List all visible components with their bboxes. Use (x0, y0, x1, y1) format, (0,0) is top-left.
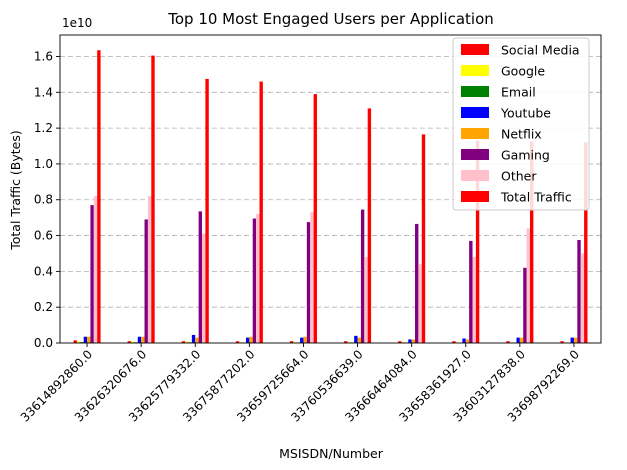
bar-google (185, 341, 189, 343)
bar-gaming (144, 219, 148, 343)
legend-box (452, 37, 590, 211)
y-tick-label: 1.0 (34, 157, 53, 171)
y-tick-label: 0.2 (34, 300, 53, 314)
bar-netflix (87, 336, 91, 343)
bar-youtube (408, 339, 412, 343)
bar-social-media (452, 341, 456, 343)
bar-netflix (411, 339, 416, 343)
bar-gaming (252, 218, 257, 343)
bar-gaming (306, 222, 311, 343)
legend-swatch (461, 128, 489, 139)
y-tick-label: 1.6 (34, 49, 53, 63)
bar-youtube (300, 337, 304, 343)
legend-label: Email (501, 85, 536, 100)
legend-label: Gaming (501, 148, 550, 163)
bar-total-traffic (367, 108, 372, 343)
bar-netflix (357, 337, 361, 343)
legend-swatch (461, 191, 489, 202)
bar-other (310, 212, 314, 343)
bar-total-traffic (421, 134, 426, 343)
bar-total-traffic (151, 55, 155, 344)
legend-swatch (461, 86, 489, 97)
bar-gaming (523, 267, 527, 343)
legend-swatch (461, 65, 489, 76)
legend-label: Netflix (501, 127, 542, 142)
bar-other (93, 196, 98, 343)
bar-gaming (198, 211, 203, 343)
bar-social-media (506, 341, 510, 343)
chart-title: Top 10 Most Engaged Users per Applicatio… (167, 10, 494, 28)
bar-netflix (465, 339, 470, 343)
bar-netflix (519, 337, 524, 343)
legend-label: Youtube (500, 106, 551, 121)
bar-total-traffic (259, 81, 263, 343)
x-axis-label: MSISDN/Number (279, 446, 384, 461)
legend-swatch (461, 170, 489, 181)
bar-social-media (344, 341, 348, 343)
bar-other (364, 257, 368, 343)
bar-netflix (141, 336, 145, 343)
legend-label: Other (501, 169, 537, 184)
plot-frame (59, 34, 602, 344)
bar-social-media (73, 340, 77, 343)
bar-total-traffic (205, 78, 209, 343)
bar-total-traffic (529, 141, 534, 343)
bar-other (472, 257, 476, 343)
y-tick-label: 0.4 (34, 264, 53, 278)
bar-youtube (191, 334, 196, 343)
bar-google (76, 341, 81, 343)
bar-netflix (303, 336, 307, 343)
bar-youtube (570, 337, 574, 343)
y-tick-label: 0.0 (34, 336, 53, 350)
bar-social-media (560, 341, 564, 343)
legend-label: Total Traffic (500, 190, 572, 205)
legend-items: Social Media Google Email Youtube Netflix Gam… (461, 43, 580, 205)
bar-social-media (127, 341, 132, 343)
bar-other (580, 253, 585, 343)
bar-other (418, 264, 422, 343)
legend-swatch (461, 44, 489, 55)
bar-youtube (354, 335, 358, 343)
y-tick-label: 1.2 (34, 121, 53, 135)
bar-other (202, 233, 206, 343)
y-tick-label: 1.4 (34, 85, 53, 99)
bar-youtube (83, 336, 88, 343)
bar-gaming (469, 240, 473, 343)
legend-label: Social Media (501, 43, 580, 58)
y-axis-offset-label: 1e10 (62, 16, 92, 30)
bars-group (73, 50, 588, 344)
bar-google (131, 341, 135, 343)
bar-social-media (235, 341, 240, 343)
bar-youtube (245, 337, 250, 343)
bar-total-traffic (313, 94, 317, 344)
bar-netflix (573, 337, 578, 343)
bar-youtube (462, 338, 466, 343)
bar-other (147, 196, 152, 343)
bar-total-traffic (475, 140, 480, 343)
bar-other (256, 214, 260, 343)
bar-gaming (360, 209, 365, 343)
bar-youtube (137, 336, 142, 343)
y-tick-label: 0.6 (34, 229, 53, 243)
bar-total-traffic (584, 142, 588, 343)
bar-other (526, 228, 530, 343)
bar-social-media (289, 341, 294, 343)
bar-gaming (415, 223, 419, 343)
legend-label: Google (501, 64, 545, 79)
bar-total-traffic (97, 50, 101, 343)
bar-social-media (181, 341, 186, 343)
bar-netflix (249, 336, 253, 343)
legend: Social Media Google Email Youtube Netflix Gam… (452, 37, 590, 211)
y-axis-label: Total Traffic (Bytes) (8, 130, 23, 251)
bar-youtube (516, 337, 520, 343)
legend-swatch (461, 107, 489, 118)
bar-gaming (577, 240, 581, 343)
bar-gaming (90, 205, 94, 343)
legend-swatch (461, 149, 489, 160)
bar-netflix (195, 337, 199, 343)
bar-social-media (398, 341, 402, 343)
y-tick-label: 0.8 (34, 193, 53, 207)
